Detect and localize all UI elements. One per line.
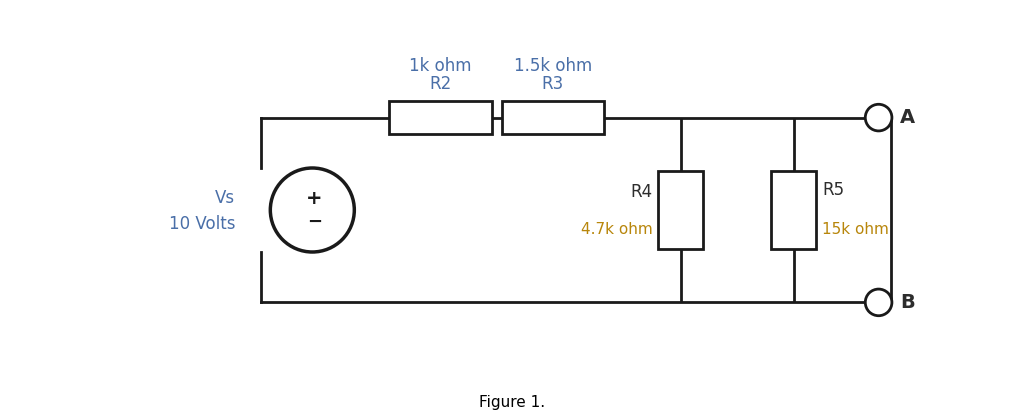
Text: 1.5k ohm: 1.5k ohm <box>514 57 592 75</box>
Text: +: + <box>306 189 323 208</box>
Text: 4.7k ohm: 4.7k ohm <box>581 223 652 237</box>
Text: A: A <box>900 108 915 127</box>
Text: Vs: Vs <box>215 189 236 207</box>
Text: R3: R3 <box>542 75 564 93</box>
Text: R4: R4 <box>631 183 652 201</box>
Text: R5: R5 <box>822 181 844 199</box>
Text: R2: R2 <box>429 75 452 93</box>
Circle shape <box>270 168 354 252</box>
Text: B: B <box>900 293 914 312</box>
Circle shape <box>865 289 892 316</box>
Bar <box>502 101 604 134</box>
Bar <box>658 171 703 249</box>
Text: 10 Volts: 10 Volts <box>169 215 236 233</box>
Text: 15k ohm: 15k ohm <box>822 223 889 237</box>
Text: −: − <box>307 213 322 231</box>
Bar <box>771 171 816 249</box>
Text: 1k ohm: 1k ohm <box>409 57 472 75</box>
Circle shape <box>865 104 892 131</box>
Text: Figure 1.: Figure 1. <box>479 394 545 410</box>
Bar <box>389 101 492 134</box>
